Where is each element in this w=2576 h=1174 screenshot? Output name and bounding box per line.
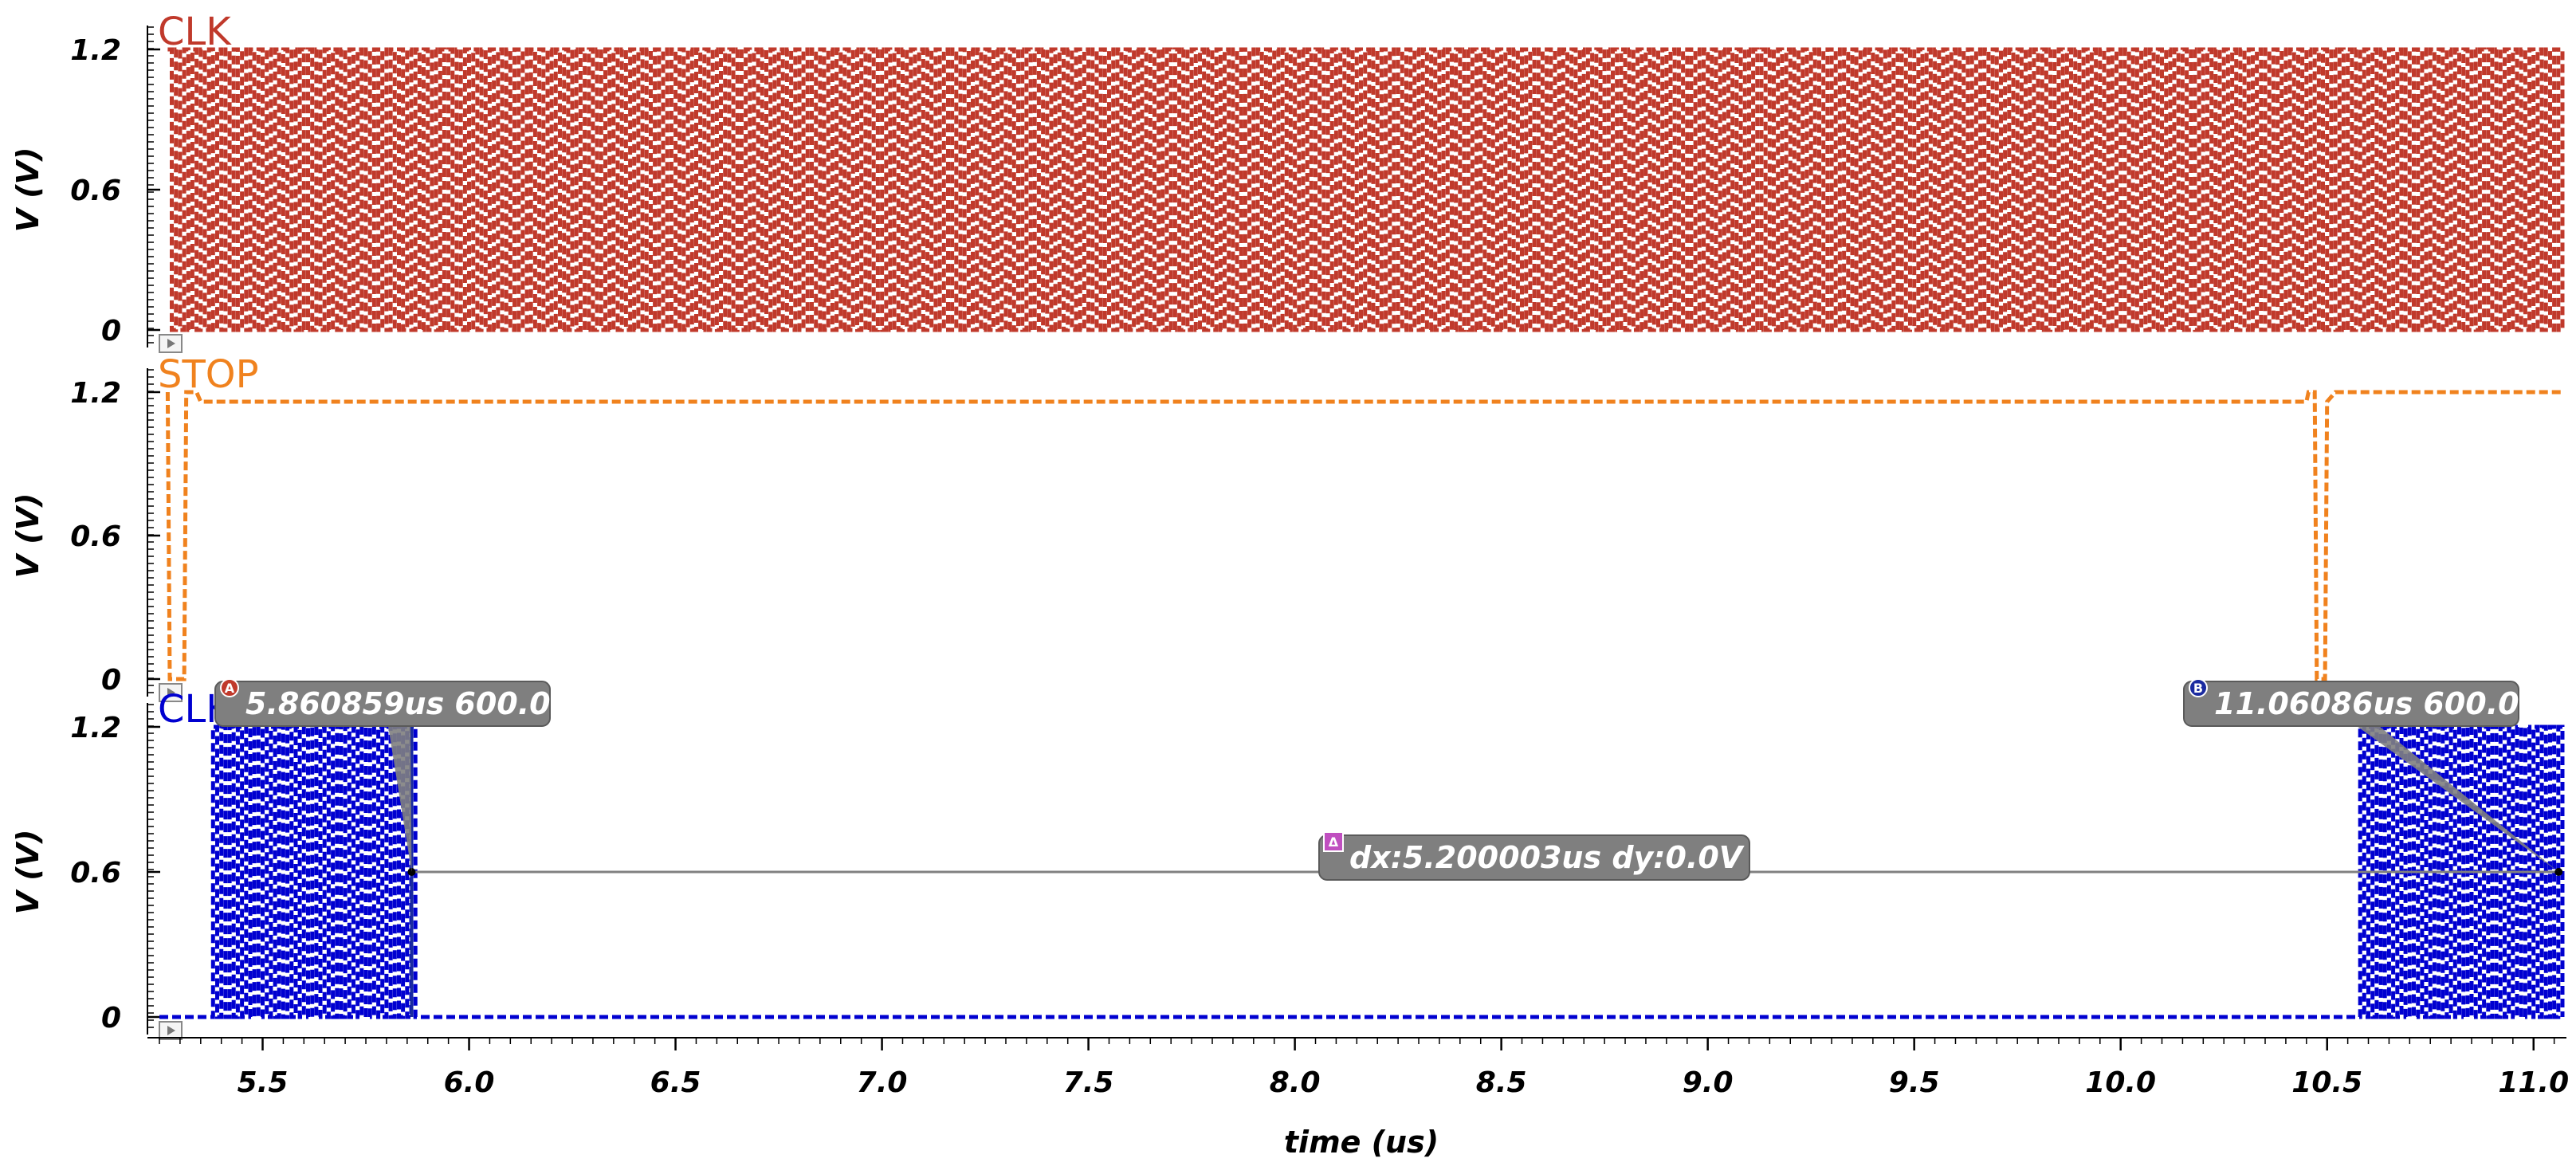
x-tick-label: 6.0 xyxy=(444,1066,495,1099)
play-icon-glyph xyxy=(167,339,175,348)
marker-b-callout-pointer xyxy=(2357,726,2559,872)
y-tick-label: 1.2 xyxy=(70,712,121,744)
delta-callout-badge-text: Δ xyxy=(1329,834,1339,850)
marker-b-callout-badge xyxy=(2189,678,2208,697)
marker-b-callout[interactable]: B 11.06086us 600.0mV xyxy=(2183,678,2576,872)
x-tick-label: 10.0 xyxy=(2085,1066,2156,1099)
trace-name-label: CLK xyxy=(158,10,232,54)
x-axis-label: time (us) xyxy=(1284,1125,1439,1160)
y-tick-label: 0 xyxy=(101,664,121,697)
marker-b-callout-box xyxy=(2183,681,2519,727)
y-axis-label: V (V) xyxy=(10,493,45,579)
play-icon[interactable] xyxy=(159,334,183,353)
marker-a-callout-badge xyxy=(220,678,239,697)
delta-callout-badge xyxy=(1323,831,1344,852)
y-tick-label: 1.2 xyxy=(70,377,121,410)
x-tick-label: 7.0 xyxy=(857,1066,908,1099)
play-icon[interactable] xyxy=(159,1021,183,1040)
y-tick-label: 0.6 xyxy=(70,520,121,553)
y-axis-label: V (V) xyxy=(10,147,45,233)
y-tick-label: 0.6 xyxy=(70,857,121,889)
markers-layer[interactable]: A 5.860859us 600.0mV B 11.06086us 600.0mV Δ d… xyxy=(214,678,2576,1017)
delta-callout-box xyxy=(1318,834,1750,881)
delta-callout-label: dx:5.200003us dy:0.0V s:0.0 xyxy=(1349,840,1837,875)
y-tick-label: 0.6 xyxy=(70,175,121,207)
marker-a-callout[interactable]: A 5.860859us 600.0mV xyxy=(214,678,607,872)
x-tick-label: 5.5 xyxy=(238,1066,289,1099)
play-icon-glyph xyxy=(167,688,175,697)
trace-clk xyxy=(167,47,2565,332)
y-tick-label: 0 xyxy=(101,1002,121,1035)
marker-b-callout-badge-text: B xyxy=(2193,681,2203,696)
trace-stop xyxy=(165,390,2562,681)
marker-a-callout-label: 5.860859us 600.0mV xyxy=(245,686,607,721)
axes-layer: 0 0.6 1.2 V (V) CLK 0 0.6 1.2 V (V) STOP 0 0.6 1.2 V … xyxy=(10,10,2569,1099)
play-icon-glyph xyxy=(167,1026,175,1035)
y-tick-label: 0 xyxy=(101,315,121,347)
x-tick-label: 10.5 xyxy=(2291,1066,2362,1099)
trace-name-label: STOP xyxy=(158,352,259,397)
x-tick-label: 6.5 xyxy=(650,1066,701,1099)
play-icon[interactable] xyxy=(159,683,183,702)
x-tick-label: 7.5 xyxy=(1063,1066,1114,1099)
x-tick-label: 9.0 xyxy=(1683,1066,1734,1099)
marker-a-callout-box xyxy=(214,681,551,727)
x-tick-label: 8.0 xyxy=(1270,1066,1321,1099)
x-tick-label: 11.0 xyxy=(2498,1066,2569,1099)
x-tick-label: 9.5 xyxy=(1889,1066,1940,1099)
marker-a-callout-pointer xyxy=(388,726,412,872)
marker-b-callout-label: 11.06086us 600.0mV xyxy=(2214,686,2576,721)
y-tick-label: 1.2 xyxy=(70,34,121,67)
marker-a-callout-badge-text: A xyxy=(225,681,235,696)
x-tick-label: 8.5 xyxy=(1476,1066,1527,1099)
y-axis-label: V (V) xyxy=(10,830,45,915)
